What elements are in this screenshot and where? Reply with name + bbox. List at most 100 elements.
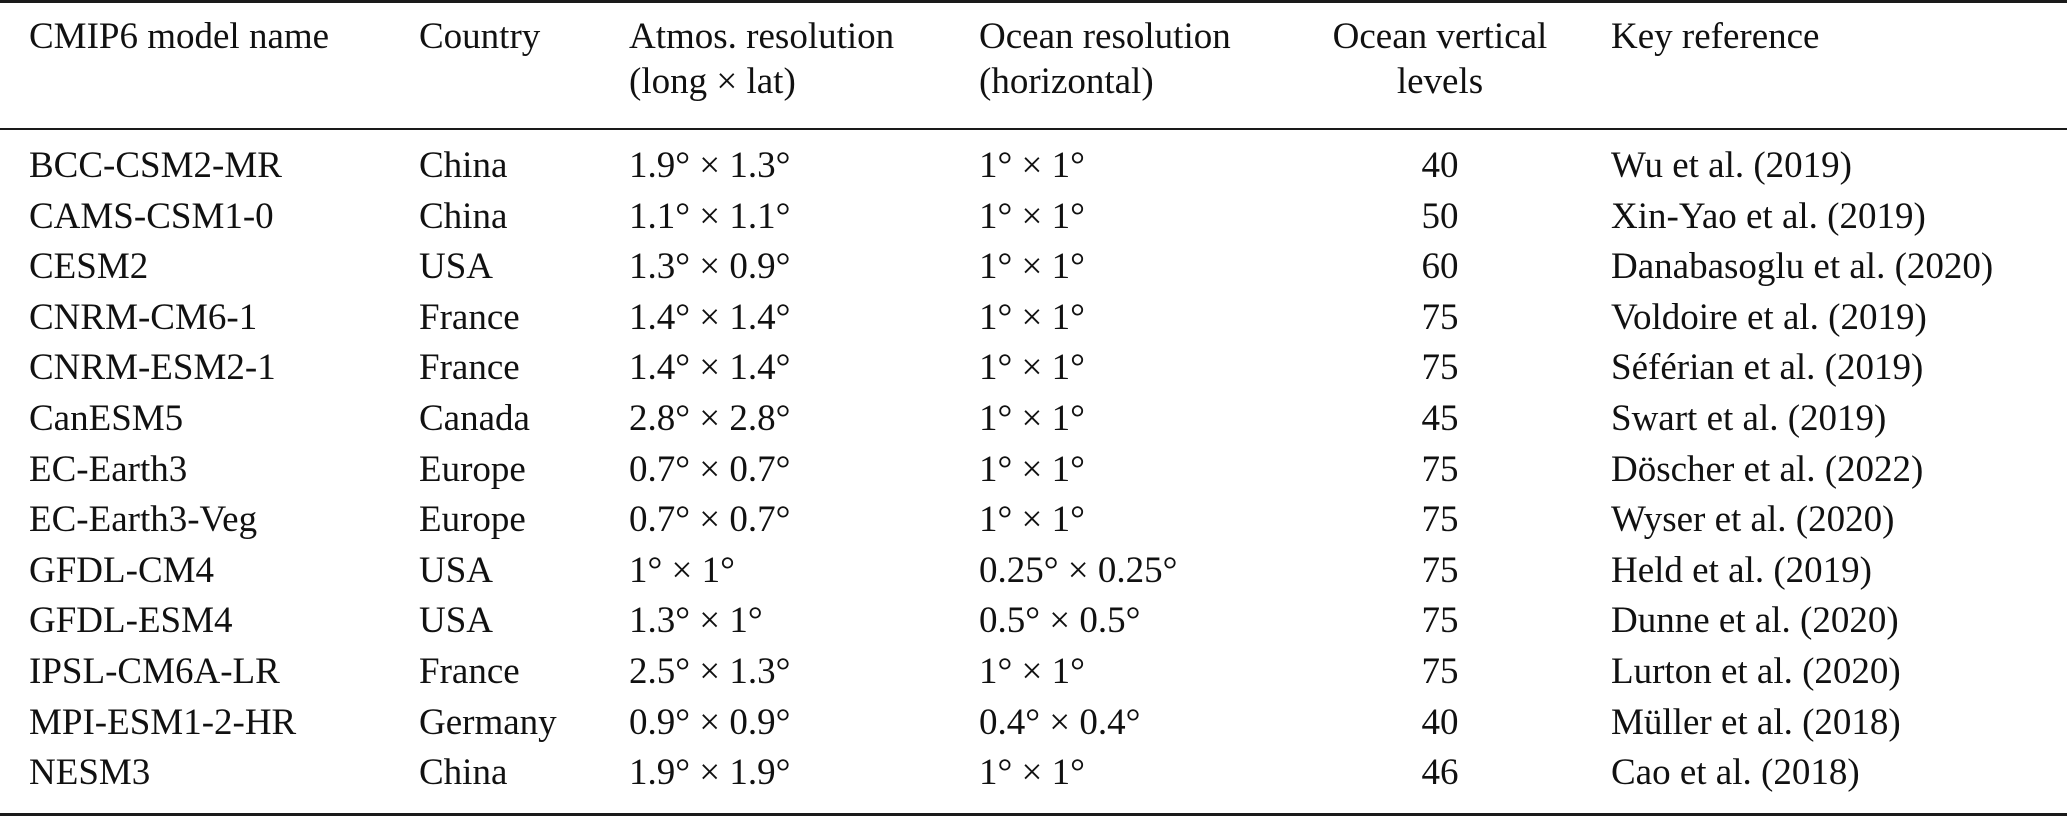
atmos-resolution-cell: 2.8° × 2.8° <box>629 398 791 439</box>
table-row: EC-Earth3-Veg Europe 0.7° × 0.7° 1° × 1° 75 W… <box>0 494 2067 545</box>
table-header-rule <box>0 128 2067 130</box>
atmos-resolution-cell: 1.4° × 1.4° <box>629 347 791 389</box>
header-model-name: CMIP6 model name <box>29 14 329 59</box>
model-name-cell: EC-Earth3 <box>29 448 188 490</box>
ocean-levels-cell: 75 <box>1421 549 1459 591</box>
atmos-resolution-cell: 1.4° × 1.4° <box>629 296 791 338</box>
atmos-resolution-cell: 1.1° × 1.1° <box>629 195 791 237</box>
model-name-cell: CAMS-CSM1-0 <box>29 195 274 237</box>
reference-cell: Müller et al. (2018) <box>1611 701 1901 743</box>
ocean-resolution-cell: 1° × 1° <box>979 296 1085 338</box>
atmos-resolution-cell: 1.3° × 0.9° <box>629 246 791 288</box>
reference-cell: Cao et al. (2018) <box>1611 752 1860 794</box>
reference-cell: Voldoire et al. (2019) <box>1611 296 1927 338</box>
model-name-cell: MPI-ESM1-2-HR <box>29 701 297 743</box>
ocean-resolution-cell: 1° × 1° <box>979 448 1085 490</box>
ocean-levels-cell: 75 <box>1421 600 1459 642</box>
table-row: CESM2 USA 1.3° × 0.9° 1° × 1° 60 Danabasoglu … <box>0 241 2067 292</box>
ocean-levels-cell: 40 <box>1421 701 1459 743</box>
header-line: Atmos. resolution <box>629 16 895 57</box>
ocean-levels-cell: 50 <box>1421 195 1459 237</box>
atmos-resolution-cell: 1° × 1° <box>629 549 735 591</box>
table-row: EC-Earth3 Europe 0.7° × 0.7° 1° × 1° 75 Dösch… <box>0 444 2067 495</box>
table-row: CNRM-ESM2-1 France 1.4° × 1.4° 1° × 1° 75 Séf… <box>0 342 2067 393</box>
ocean-levels-cell: 45 <box>1421 398 1459 439</box>
ocean-resolution-cell: 1° × 1° <box>979 246 1085 288</box>
header-line: (horizontal) <box>979 61 1154 102</box>
country-cell: Europe <box>419 499 526 541</box>
atmos-resolution-cell: 1.3° × 1° <box>629 600 763 642</box>
country-cell: Europe <box>419 448 526 490</box>
reference-cell: Wyser et al. (2020) <box>1611 499 1895 541</box>
header-line: levels <box>1396 61 1484 102</box>
table-row: CNRM-CM6-1 France 1.4° × 1.4° 1° × 1° 75 Vold… <box>0 292 2067 343</box>
table-row: CanESM5 Canada 2.8° × 2.8° 1° × 1° 45 Swart e… <box>0 393 2067 444</box>
ocean-resolution-cell: 1° × 1° <box>979 398 1085 439</box>
country-cell: China <box>419 752 508 794</box>
reference-cell: Xin-Yao et al. (2019) <box>1611 195 1926 237</box>
country-cell: USA <box>419 246 494 288</box>
model-name-cell: CNRM-ESM2-1 <box>29 347 276 389</box>
model-name-cell: CNRM-CM6-1 <box>29 296 258 338</box>
model-name-cell: GFDL-ESM4 <box>29 600 233 642</box>
table-row: IPSL-CM6A-LR France 2.5° × 1.3° 1° × 1° 75 Lu… <box>0 646 2067 697</box>
ocean-resolution-cell: 1° × 1° <box>979 145 1085 186</box>
atmos-resolution-cell: 1.9° × 1.9° <box>629 752 791 794</box>
ocean-resolution-cell: 1° × 1° <box>979 651 1085 692</box>
header-line: (long × lat) <box>629 61 796 102</box>
model-name-cell: CanESM5 <box>29 398 184 439</box>
table-row: CAMS-CSM1-0 China 1.1° × 1.1° 1° × 1° 50 Xin-… <box>0 191 2067 242</box>
header-country: Country <box>419 14 540 59</box>
table-row: BCC-CSM2-MR China 1.9° × 1.3° 1° × 1° 40 Wu e… <box>0 140 2067 191</box>
header-atmos-resolution: Atmos. resolution (long × lat) <box>629 14 894 104</box>
atmos-resolution-cell: 0.7° × 0.7° <box>629 448 791 490</box>
header-line: CMIP6 model name <box>29 16 330 57</box>
ocean-resolution-cell: 1° × 1° <box>979 347 1085 389</box>
header-key-reference: Key reference <box>1611 14 1819 59</box>
header-line: Ocean resolution <box>979 16 1231 57</box>
reference-cell: Séférian et al. (2019) <box>1611 347 1924 389</box>
reference-cell: Held et al. (2019) <box>1611 549 1872 591</box>
header-line: Country <box>419 16 541 57</box>
table-row: MPI-ESM1-2-HR Germany 0.9° × 0.9° 0.4° × 0.… <box>0 697 2067 748</box>
country-cell: Germany <box>419 701 557 743</box>
reference-cell: Dunne et al. (2020) <box>1611 600 1899 642</box>
ocean-resolution-cell: 0.25° × 0.25° <box>979 549 1178 591</box>
reference-cell: Döscher et al. (2022) <box>1611 448 1924 490</box>
reference-cell: Swart et al. (2019) <box>1611 398 1887 439</box>
country-cell: China <box>419 145 508 186</box>
reference-cell: Lurton et al. (2020) <box>1611 651 1901 692</box>
model-name-cell: GFDL-CM4 <box>29 549 215 591</box>
ocean-levels-cell: 75 <box>1421 499 1459 541</box>
ocean-resolution-cell: 1° × 1° <box>979 752 1085 794</box>
atmos-resolution-cell: 1.9° × 1.3° <box>629 145 791 186</box>
model-name-cell: NESM3 <box>29 752 151 794</box>
ocean-resolution-cell: 0.4° × 0.4° <box>979 701 1141 743</box>
table-bottom-rule <box>0 813 2067 816</box>
ocean-levels-cell: 46 <box>1421 752 1459 794</box>
ocean-levels-cell: 75 <box>1421 347 1459 389</box>
atmos-resolution-cell: 2.5° × 1.3° <box>629 651 791 692</box>
atmos-resolution-cell: 0.7° × 0.7° <box>629 499 791 541</box>
ocean-resolution-cell: 0.5° × 0.5° <box>979 600 1141 642</box>
atmos-resolution-cell: 0.9° × 0.9° <box>629 701 791 743</box>
table-top-rule <box>0 0 2067 3</box>
country-cell: China <box>419 195 508 237</box>
header-ocean-vertical-levels: Ocean vertical levels <box>1300 14 1580 104</box>
model-name-cell: BCC-CSM2-MR <box>29 145 282 186</box>
header-ocean-resolution: Ocean resolution (horizontal) <box>979 14 1231 104</box>
header-line: Ocean vertical <box>1332 16 1548 57</box>
ocean-levels-cell: 60 <box>1421 246 1459 288</box>
country-cell: USA <box>419 549 494 591</box>
ocean-resolution-cell: 1° × 1° <box>979 499 1085 541</box>
ocean-levels-cell: 75 <box>1421 651 1459 692</box>
country-cell: Canada <box>419 398 530 439</box>
header-line: Key reference <box>1611 16 1820 57</box>
reference-cell: Danabasoglu et al. (2020) <box>1611 246 1994 288</box>
model-name-cell: IPSL-CM6A-LR <box>29 651 280 692</box>
country-cell: France <box>419 296 520 338</box>
table-row: GFDL-CM4 USA 1° × 1° 0.25° × 0.25° 75 Held et… <box>0 545 2067 596</box>
country-cell: France <box>419 651 520 692</box>
table-row: GFDL-ESM4 USA 1.3° × 1° 0.5° × 0.5° 75 Dunne … <box>0 595 2067 646</box>
